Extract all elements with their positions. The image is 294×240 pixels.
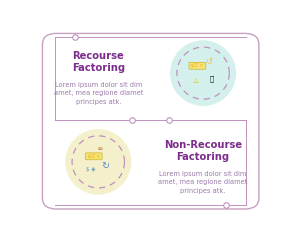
Ellipse shape: [65, 129, 131, 195]
Text: ✏: ✏: [98, 147, 103, 152]
Text: $≡×: $≡×: [190, 63, 205, 68]
Text: Non-Recourse
Factoring: Non-Recourse Factoring: [164, 140, 242, 162]
Ellipse shape: [170, 40, 236, 106]
Text: Lorem ipsum dolor sit dim
amet, mea regione diamet
principes atk.: Lorem ipsum dolor sit dim amet, mea regi…: [54, 82, 143, 105]
Text: ⚠: ⚠: [193, 78, 199, 84]
Text: $≡×: $≡×: [86, 154, 101, 159]
Text: $ ◈: $ ◈: [86, 167, 95, 172]
Text: 📅: 📅: [210, 75, 214, 82]
Text: Recourse
Factoring: Recourse Factoring: [72, 51, 125, 73]
Text: Lorem ipsum dolor sit dim
amet, mea regione diamet
principes atk.: Lorem ipsum dolor sit dim amet, mea regi…: [158, 171, 248, 194]
Text: ↻: ↻: [101, 161, 109, 171]
Text: ↺: ↺: [205, 58, 212, 66]
